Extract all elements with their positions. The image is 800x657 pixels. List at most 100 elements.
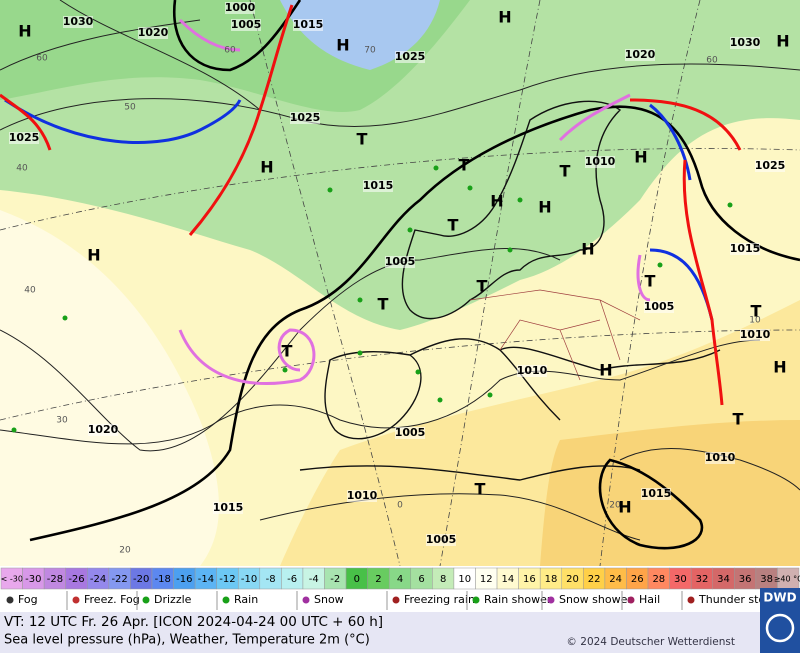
isobar-label: 1025: [395, 50, 426, 63]
footer-background: [0, 612, 760, 653]
isobar-label: 1015: [641, 487, 672, 500]
pressure-center: T: [477, 277, 488, 296]
isobar-1015: [598, 458, 704, 550]
temperature-label: 12: [480, 574, 493, 585]
label-halo: [138, 27, 168, 39]
weather-icon: [392, 596, 400, 604]
graticule: [249, 0, 401, 567]
label-halo: [395, 51, 425, 63]
pressure-center: T: [733, 410, 744, 429]
temperature-label: 10: [458, 574, 471, 585]
isotherm-label: 60: [224, 46, 236, 56]
isobar-label: 1005: [644, 300, 675, 313]
temperature-label: 18: [545, 574, 558, 585]
temperature-label: -6: [287, 574, 297, 585]
copyright: © 2024 Deutscher Wetterdienst: [566, 636, 735, 648]
temperature-label: -8: [266, 574, 276, 585]
temperature-label: -16: [176, 574, 192, 585]
isotherm-label: 40: [24, 286, 36, 296]
temperature-label: -24: [90, 574, 106, 585]
isobar-label: 1015: [730, 242, 761, 255]
label-halo: [755, 160, 785, 172]
pressure-center: T: [645, 272, 656, 291]
pressure-center: H: [538, 198, 551, 217]
label-halo: [641, 488, 671, 500]
pressure-center: H: [490, 192, 503, 211]
coastline: [401, 100, 622, 320]
graticule: [599, 0, 701, 567]
temperature-label: 4: [397, 574, 403, 585]
isotherm-label: 70: [364, 46, 376, 56]
isotherm-label: 20: [119, 546, 131, 556]
pressure-center: H: [773, 358, 786, 377]
weather-label: Thunder storm: [698, 593, 780, 606]
isobar-label: 1025: [290, 111, 321, 124]
weather-label: Fog: [18, 593, 38, 606]
pressure-center: T: [459, 156, 470, 175]
isobar-label: 1010: [705, 451, 736, 464]
label-halo: [225, 2, 255, 14]
temperature-label: 6: [418, 574, 424, 585]
pressure-center: H: [618, 498, 631, 517]
weather-icon: [222, 596, 230, 604]
pressure-center: T: [282, 342, 293, 361]
isotherm-label: 50: [124, 103, 136, 113]
isobar-label: 1020: [625, 48, 656, 61]
temperature-label: -12: [219, 574, 235, 585]
pressure-center: T: [357, 130, 368, 149]
temperature-label: 34: [717, 574, 730, 585]
warm-front: [0, 4, 294, 236]
weather-icon: [72, 596, 80, 604]
isobar-label: 1020: [138, 26, 169, 39]
isotherm-label: 20: [609, 501, 621, 511]
graticule: [439, 0, 541, 567]
temperature-label: -20: [133, 574, 149, 585]
label-halo: [517, 365, 547, 377]
border: [469, 289, 641, 381]
temperature-label: -14: [198, 574, 214, 585]
weather-icon: [302, 596, 310, 604]
label-halo: [347, 490, 377, 502]
label-halo: [88, 424, 118, 436]
label-halo: [363, 180, 393, 192]
weather-icon: [142, 596, 150, 604]
legend: < -30 -30 -28 -26 -24 -22 -20 -18 -16 -14 -12 -10 -8…: [0, 566, 800, 653]
temperature-label: 24: [609, 574, 622, 585]
temperature-label: 2: [375, 574, 381, 585]
isotherm-label: 60: [706, 56, 718, 66]
isobar-label: 1005: [426, 533, 457, 546]
temperature-label: 36: [739, 574, 752, 585]
temperature-label: 0: [354, 574, 360, 585]
label-halo: [293, 19, 323, 31]
temperature-label: 16: [523, 574, 536, 585]
pressure-center: H: [776, 32, 789, 51]
isobar-label: 1025: [9, 131, 40, 144]
label-halo: [385, 256, 415, 268]
pressure-center: T: [475, 480, 486, 499]
isobar-label: 1005: [385, 255, 416, 268]
temperature-label: 26: [631, 574, 644, 585]
cool-area: [0, 0, 800, 330]
weather-label: Snow: [314, 593, 344, 606]
isobar-label: 1030: [63, 15, 94, 28]
valid-time: VT: 12 UTC Fr. 26 Apr. [ICON 2024-04-24 …: [4, 614, 383, 630]
weather-label: Drizzle: [154, 593, 192, 606]
weather-label: Snow shower: [559, 593, 632, 606]
temperature-label: -30: [25, 574, 41, 585]
label-halo: [705, 452, 735, 464]
graticule: [0, 329, 800, 421]
isobar: [0, 339, 761, 445]
isobar-label: 1025: [755, 159, 786, 172]
isobar: [259, 493, 641, 541]
pressure-center: H: [87, 246, 100, 265]
temperature-label: -10: [241, 574, 257, 585]
coastline: [299, 338, 721, 481]
graticule: [0, 148, 800, 231]
temperature-label: 20: [566, 574, 579, 585]
isobar-label: 1010: [585, 155, 616, 168]
temperature-label: < -30: [1, 575, 23, 584]
temperature-label: -18: [155, 574, 171, 585]
label-halo: [644, 301, 674, 313]
